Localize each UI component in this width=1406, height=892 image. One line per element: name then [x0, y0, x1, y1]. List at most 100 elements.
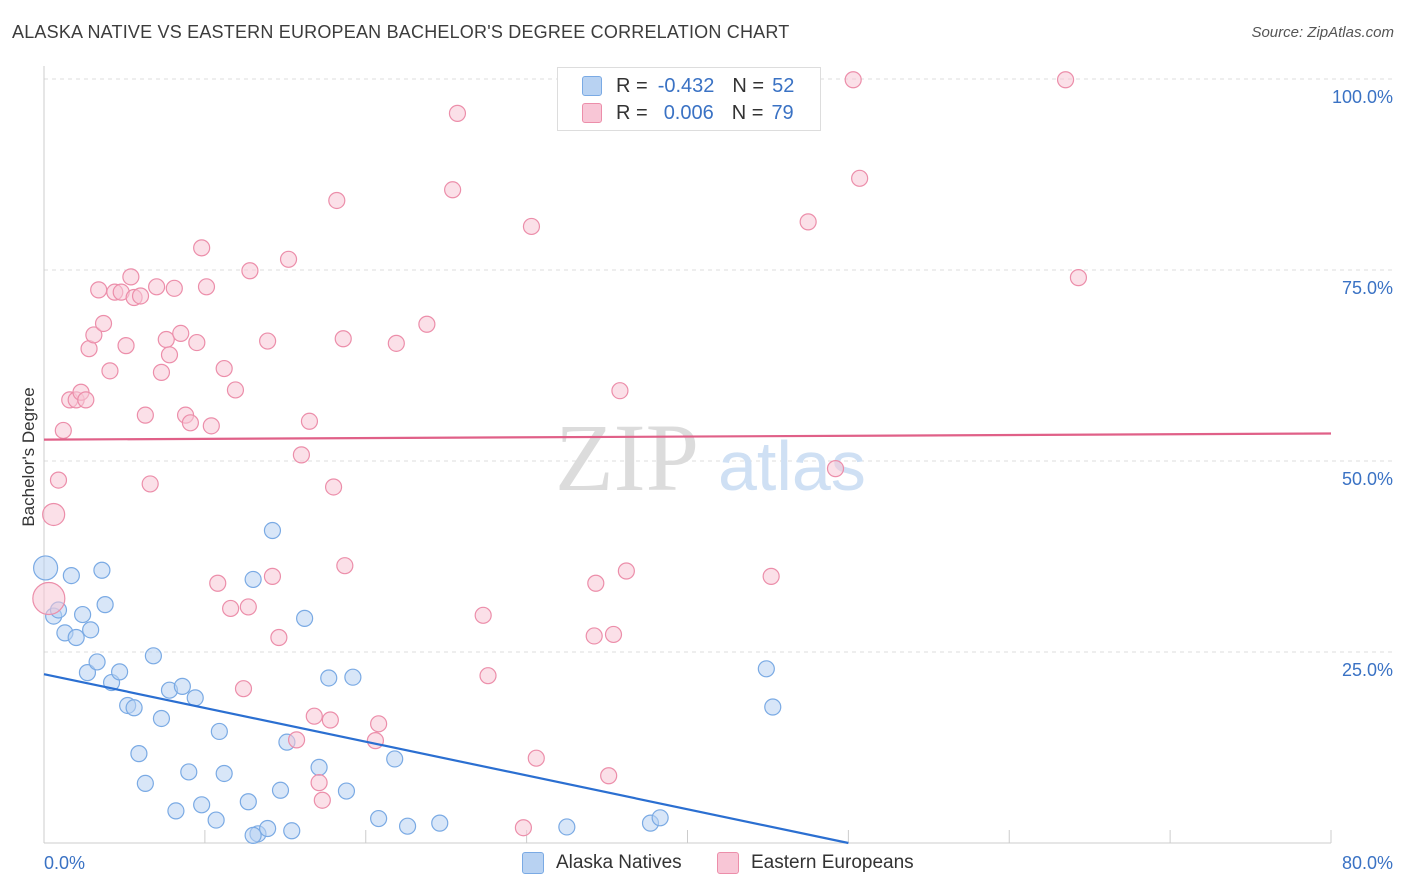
eastern-point [270, 628, 288, 647]
alaska-point [310, 758, 328, 776]
eastern-n-value: 79 [771, 101, 794, 124]
eastern-point [215, 359, 233, 378]
alaska-point [386, 750, 404, 768]
alaska-point [558, 818, 576, 836]
legend-item-eastern[interactable]: Eastern Europeans [717, 852, 914, 874]
alaska-point [74, 605, 92, 624]
eastern-point [387, 334, 405, 352]
eastern-point [157, 330, 175, 349]
eastern-point [310, 774, 328, 792]
alaska-point [296, 609, 314, 627]
eastern-point [313, 791, 331, 809]
alaska-point [207, 811, 225, 829]
y-tick-label: 100.0% [1332, 87, 1393, 107]
eastern-point [762, 567, 780, 585]
alaska-point [239, 793, 257, 811]
eastern-point [241, 262, 259, 280]
eastern-point [851, 169, 869, 187]
alaska-point [259, 819, 277, 838]
eastern-swatch [582, 103, 602, 123]
series-legend: Alaska Natives Eastern Europeans [0, 852, 1406, 878]
alaska-point [180, 763, 198, 781]
alaska-point [152, 709, 171, 728]
alaska-legend-label: Alaska Natives [556, 852, 682, 873]
eastern-point [585, 627, 603, 645]
eastern-point [122, 268, 140, 286]
eastern-point [479, 667, 497, 685]
alaska-points [33, 521, 782, 844]
eastern-point [611, 382, 629, 400]
eastern-point [321, 711, 339, 729]
alaska-point [210, 722, 228, 741]
alaska-point [130, 745, 148, 763]
alaska-point [93, 561, 111, 579]
alaska-point [431, 814, 449, 832]
chart-title: ALASKA NATIVE VS EASTERN EUROPEAN BACHEL… [12, 22, 790, 42]
r-label: R = [616, 101, 648, 124]
alaska-point [62, 566, 80, 585]
alaska-point [651, 809, 669, 827]
n-label: N = [732, 74, 765, 97]
legend-row-alaska: R = -0.432 N = 52 [582, 73, 794, 99]
eastern-point [305, 707, 323, 725]
eastern-point [1069, 269, 1088, 287]
alaska-point [271, 781, 290, 799]
alaska-swatch [582, 76, 602, 96]
eastern-point [226, 381, 245, 399]
eastern-point [101, 362, 119, 380]
eastern-point [193, 239, 211, 257]
alaska-point [215, 764, 233, 783]
points-layer [32, 71, 1088, 844]
eastern-point [366, 732, 385, 750]
alaska-point [67, 628, 85, 647]
watermark: ZIP atlas [555, 404, 866, 511]
eastern-point [328, 191, 346, 210]
eastern-r-value: 0.006 [663, 101, 714, 124]
y-axis-label: Bachelor's Degree [19, 387, 38, 526]
alaska-trend-line [43, 673, 849, 845]
eastern-point [522, 217, 541, 236]
alaska-point [78, 664, 97, 682]
eastern-point [49, 471, 68, 489]
alaska-point [344, 668, 362, 686]
alaska-point [136, 774, 154, 793]
eastern-point [197, 278, 216, 296]
alaska-point [173, 677, 191, 695]
eastern-point [324, 478, 343, 496]
trend-layer [43, 432, 1332, 845]
eastern-point [844, 71, 862, 89]
alaska-point [144, 647, 162, 665]
alaska-point [337, 782, 356, 800]
alaska-n-value: 52 [772, 74, 795, 97]
n-label: N = [731, 101, 764, 124]
watermark-zip: ZIP [555, 404, 699, 511]
stats-legend: R = -0.432 N = 52 R = 0.006 N = 79 [557, 67, 821, 131]
eastern-point [587, 574, 605, 592]
eastern-point [617, 562, 635, 580]
grid-layer [44, 78, 1393, 653]
eastern-point [85, 326, 103, 344]
alaska-point [370, 809, 388, 828]
eastern-point [209, 574, 227, 592]
y-tick-label: 50.0% [1342, 469, 1393, 489]
alaska-point [111, 663, 129, 681]
eastern-point [444, 181, 462, 199]
eastern-point [165, 279, 183, 297]
alaska-point [320, 669, 338, 687]
alaska-point [244, 570, 262, 589]
eastern-point [222, 599, 240, 618]
alaska-point [283, 822, 301, 840]
alaska-point [757, 660, 775, 678]
eastern-point [600, 767, 618, 785]
eastern-point [234, 680, 253, 698]
alaska-point [33, 555, 59, 581]
eastern-point [172, 324, 190, 343]
eastern-point [279, 250, 298, 268]
eastern-point [448, 104, 467, 122]
legend-item-alaska[interactable]: Alaska Natives [522, 852, 682, 874]
eastern-point [188, 333, 206, 352]
eastern-legend-label: Eastern Europeans [751, 852, 914, 873]
eastern-point [259, 332, 277, 350]
alaska-legend-swatch [522, 852, 544, 874]
